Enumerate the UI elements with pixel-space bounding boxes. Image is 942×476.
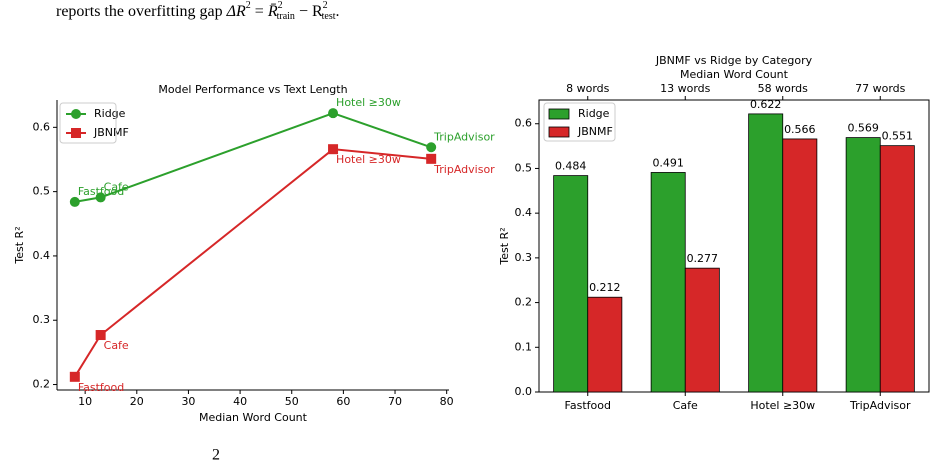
x-tick-label: 30 [181, 395, 195, 408]
caption-math: R̄ [267, 3, 278, 20]
top-tick-label: 13 words [660, 82, 711, 95]
legend-frame [543, 102, 616, 142]
marker [69, 371, 80, 382]
x-tick-label: 50 [285, 395, 299, 408]
caption-sub: test [322, 11, 336, 22]
legend-frame [59, 102, 117, 144]
x-tick-label: Cafe [673, 399, 698, 412]
y-tick-label: 0.3 [515, 251, 533, 264]
legend-swatch [548, 126, 570, 138]
y-axis-label: Test R² [498, 227, 511, 265]
marker [328, 144, 339, 155]
legend-label: Ridge [94, 107, 126, 120]
legend-marker [71, 128, 81, 138]
bar [879, 145, 915, 393]
marker [328, 108, 339, 119]
caption-sup: 2 [278, 0, 283, 11]
point-label: TripAdvisor [433, 163, 495, 176]
caption-text: reports the overfitting gap [56, 3, 227, 20]
point-label: Hotel ≥30w [336, 153, 401, 166]
x-tick-label: TripAdvisor [849, 399, 911, 412]
caption-math: = [251, 3, 268, 20]
point-label: Hotel ≥30w [336, 96, 401, 109]
line [73, 148, 432, 378]
legend-label: JBNMF [93, 126, 129, 139]
marker [95, 192, 106, 203]
x-tick-label: 80 [440, 395, 454, 408]
value-label: 0.622 [750, 98, 782, 111]
x-tick-label: Hotel ≥30w [750, 399, 815, 412]
legend-label: Ridge [578, 107, 610, 120]
y-tick-label: 0.1 [515, 340, 533, 353]
y-tick-label: 0.2 [515, 296, 533, 309]
y-tick-label: 0.4 [515, 206, 533, 219]
x-tick-label: Fastfood [565, 399, 611, 412]
y-tick-label: 0.5 [33, 185, 51, 198]
x-tick-label: 70 [388, 395, 402, 408]
y-tick-label: 0.3 [33, 313, 51, 326]
caption-math: ΔR [226, 3, 246, 20]
marker [95, 330, 106, 341]
legend-label: JBNMF [577, 125, 613, 138]
point-label: Cafe [104, 339, 129, 352]
y-tick-label: 0.0 [515, 385, 533, 398]
x-axis-label: Median Word Count [199, 411, 308, 424]
x-tick-label: 20 [130, 395, 144, 408]
bar [748, 113, 784, 393]
value-label: 0.566 [784, 123, 816, 136]
point-label: Cafe [104, 180, 129, 193]
bar [587, 296, 623, 393]
y-tick-label: 0.6 [33, 120, 51, 133]
value-label: 0.277 [687, 252, 719, 265]
chart-title: Model Performance vs Text Length [158, 83, 347, 96]
value-label: 0.551 [882, 130, 914, 143]
point-label: Fastfood [78, 185, 124, 198]
point-label: Fastfood [78, 381, 124, 394]
legend-swatch [548, 108, 570, 120]
top-axis-label: Median Word Count [680, 68, 789, 81]
point-label: TripAdvisor [433, 130, 495, 143]
caption: reports the overfitting gap ΔR2 = R̄2 tra… [56, 0, 340, 22]
marker [69, 196, 80, 207]
y-tick-label: 0.2 [33, 378, 51, 391]
caption-sub: train [277, 11, 295, 22]
bar [845, 137, 881, 393]
y-tick-label: 0.4 [33, 249, 51, 262]
y-tick-label: 0.6 [515, 117, 533, 130]
top-tick-label: 58 words [758, 82, 809, 95]
legend-marker [71, 109, 81, 119]
y-axis-label: Test R² [13, 226, 26, 264]
bar [650, 172, 686, 393]
bar [553, 175, 589, 393]
cropped-text: 2 [212, 447, 220, 464]
line [74, 112, 432, 203]
x-tick-label: 40 [233, 395, 247, 408]
y-tick-label: 0.5 [515, 161, 533, 174]
caption-sup: 2 [323, 0, 328, 11]
value-label: 0.484 [555, 160, 587, 173]
top-tick-label: 77 words [855, 82, 906, 95]
value-label: 0.569 [847, 122, 879, 135]
x-tick-label: 60 [336, 395, 350, 408]
marker [426, 142, 437, 153]
bar [684, 267, 720, 393]
marker [426, 153, 437, 164]
top-tick-label: 8 words [566, 82, 610, 95]
caption-math: − R [295, 3, 323, 20]
plot-frame [538, 99, 930, 393]
bar [782, 138, 818, 393]
value-label: 0.212 [589, 281, 621, 294]
caption-sup: 2 [246, 0, 251, 11]
caption-text: . [336, 3, 340, 20]
value-label: 0.491 [652, 156, 684, 169]
chart-title: JBNMF vs Ridge by Category [655, 54, 813, 67]
x-tick-label: 10 [78, 395, 92, 408]
